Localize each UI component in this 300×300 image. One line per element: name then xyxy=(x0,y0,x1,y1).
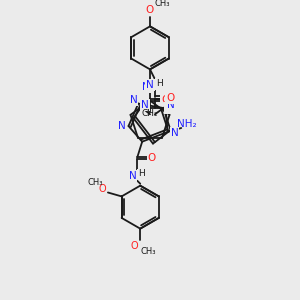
Text: O: O xyxy=(130,241,138,251)
Text: N: N xyxy=(142,82,150,92)
Text: O: O xyxy=(98,184,106,194)
Text: N: N xyxy=(146,80,154,90)
Text: N: N xyxy=(142,100,149,110)
Text: N: N xyxy=(118,121,125,131)
Text: N: N xyxy=(130,95,137,105)
Text: O: O xyxy=(167,93,175,103)
Text: H: H xyxy=(156,79,163,88)
Text: O: O xyxy=(148,153,156,163)
Text: CH₃: CH₃ xyxy=(155,0,170,8)
Text: O: O xyxy=(146,5,154,15)
Text: N: N xyxy=(167,100,174,110)
Text: H: H xyxy=(152,80,159,89)
Text: CH₃: CH₃ xyxy=(88,178,103,187)
Text: O: O xyxy=(161,95,170,105)
Text: N: N xyxy=(171,128,178,138)
Text: CH₃: CH₃ xyxy=(140,247,156,256)
Text: N: N xyxy=(165,103,173,113)
Text: CH₂: CH₂ xyxy=(142,109,158,118)
Polygon shape xyxy=(128,103,168,142)
Text: N: N xyxy=(128,171,136,181)
Text: NH₂: NH₂ xyxy=(177,119,197,129)
Text: H: H xyxy=(138,169,145,178)
